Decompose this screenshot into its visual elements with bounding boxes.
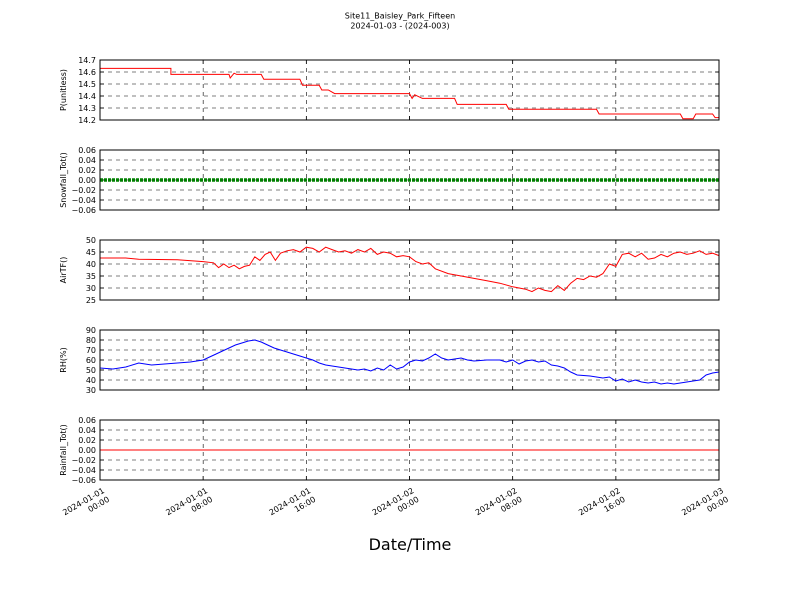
panel-0: 14.2 14.3 14.4 14.5 14.6 14.7 P(unitless) [59,56,720,125]
panel-1-frame [99,149,720,211]
panel-4-ytick-label-0: −0.06 [71,476,96,485]
panel-0-ytick-label-4: 14.6 [78,68,96,77]
panel-1-ytick-label-0: −0.06 [71,206,96,215]
panel-3-ytick-label-2: 50 [86,366,96,375]
panel-2-series-line [100,246,720,293]
panel-4-ytick-label-3: 0.00 [78,446,96,455]
panel-4-ytick-label-4: 0.02 [78,436,96,445]
panel-0-ylabel: P(unitless) [59,69,68,111]
panel-4-ytick-label-1: −0.04 [71,466,96,475]
panel-4-ylabel: Rainfall_Tot() [59,424,68,476]
panel-4: −0.06−0.04−0.020.000.020.040.06 Rainfall_… [59,416,720,485]
chart-title: Site11_Baisley_Park_Fifteen [345,12,455,21]
panel-3-ytick-label-4: 70 [86,346,96,355]
panel-1-ylabel: Snowfall_Tot() [59,152,68,208]
panel-2-ytick-label-4: 45 [86,248,96,257]
panel-2-frame [99,239,720,301]
panel-0-ytick-label-2: 14.4 [78,92,96,101]
panel-3-ytick-label-3: 60 [86,356,96,365]
panel-2-ylabel: AirTF() [59,257,68,284]
panel-2-ytick-label-2: 35 [86,272,96,281]
panel-1-ytick-label-1: −0.04 [71,196,96,205]
panel-1-ytick-label-6: 0.06 [78,146,96,155]
panel-3-ytick-label-5: 80 [86,336,96,345]
panel-1-ytick-label-3: 0.00 [78,176,96,185]
panel-3-frame [99,329,720,391]
panel-4-frame [99,419,720,481]
panel-3-ytick-label-6: 90 [86,326,96,335]
panel-3-series-line [99,339,720,385]
panel-0-ytick-label-3: 14.5 [78,80,96,89]
x-axis-label: Date/Time [369,535,452,554]
panel-2-ytick-label-1: 30 [86,284,96,293]
panel-1: −0.06−0.04−0.020.000.020.040.06 Snowfall_… [59,146,720,215]
panel-3-ytick-label-0: 30 [86,386,96,395]
panel-2: 25 30 35 40 45 50 AirTF() [59,236,720,305]
panel-0-ytick-label-1: 14.3 [78,104,96,113]
panel-0-frame [99,59,720,121]
chart-subtitle: 2024-01-03 - (2024-003) [350,22,449,31]
panel-4-ytick-label-2: −0.02 [71,456,96,465]
panel-3-ytick-label-1: 40 [86,376,96,385]
panel-1-ytick-label-2: −0.02 [71,186,96,195]
panel-1-ytick-label-4: 0.02 [78,166,96,175]
panel-0-ytick-label-0: 14.2 [78,116,96,125]
panel-4-ytick-label-5: 0.04 [78,426,96,435]
panel-4-ytick-label-6: 0.06 [78,416,96,425]
panel-3-ylabel: RH(%) [59,347,68,372]
panel-2-ytick-label-0: 25 [86,296,96,305]
panel-0-series-line [100,67,719,120]
panels: 14.2 14.3 14.4 14.5 14.6 14.7 P(unitless) −0.06… [59,56,720,485]
panel-2-ytick-label-5: 50 [86,236,96,245]
panel-2-ytick-label-3: 40 [86,260,96,269]
panel-1-ytick-label-5: 0.04 [78,156,96,165]
panel-0-ytick-label-5: 14.7 [78,56,96,65]
